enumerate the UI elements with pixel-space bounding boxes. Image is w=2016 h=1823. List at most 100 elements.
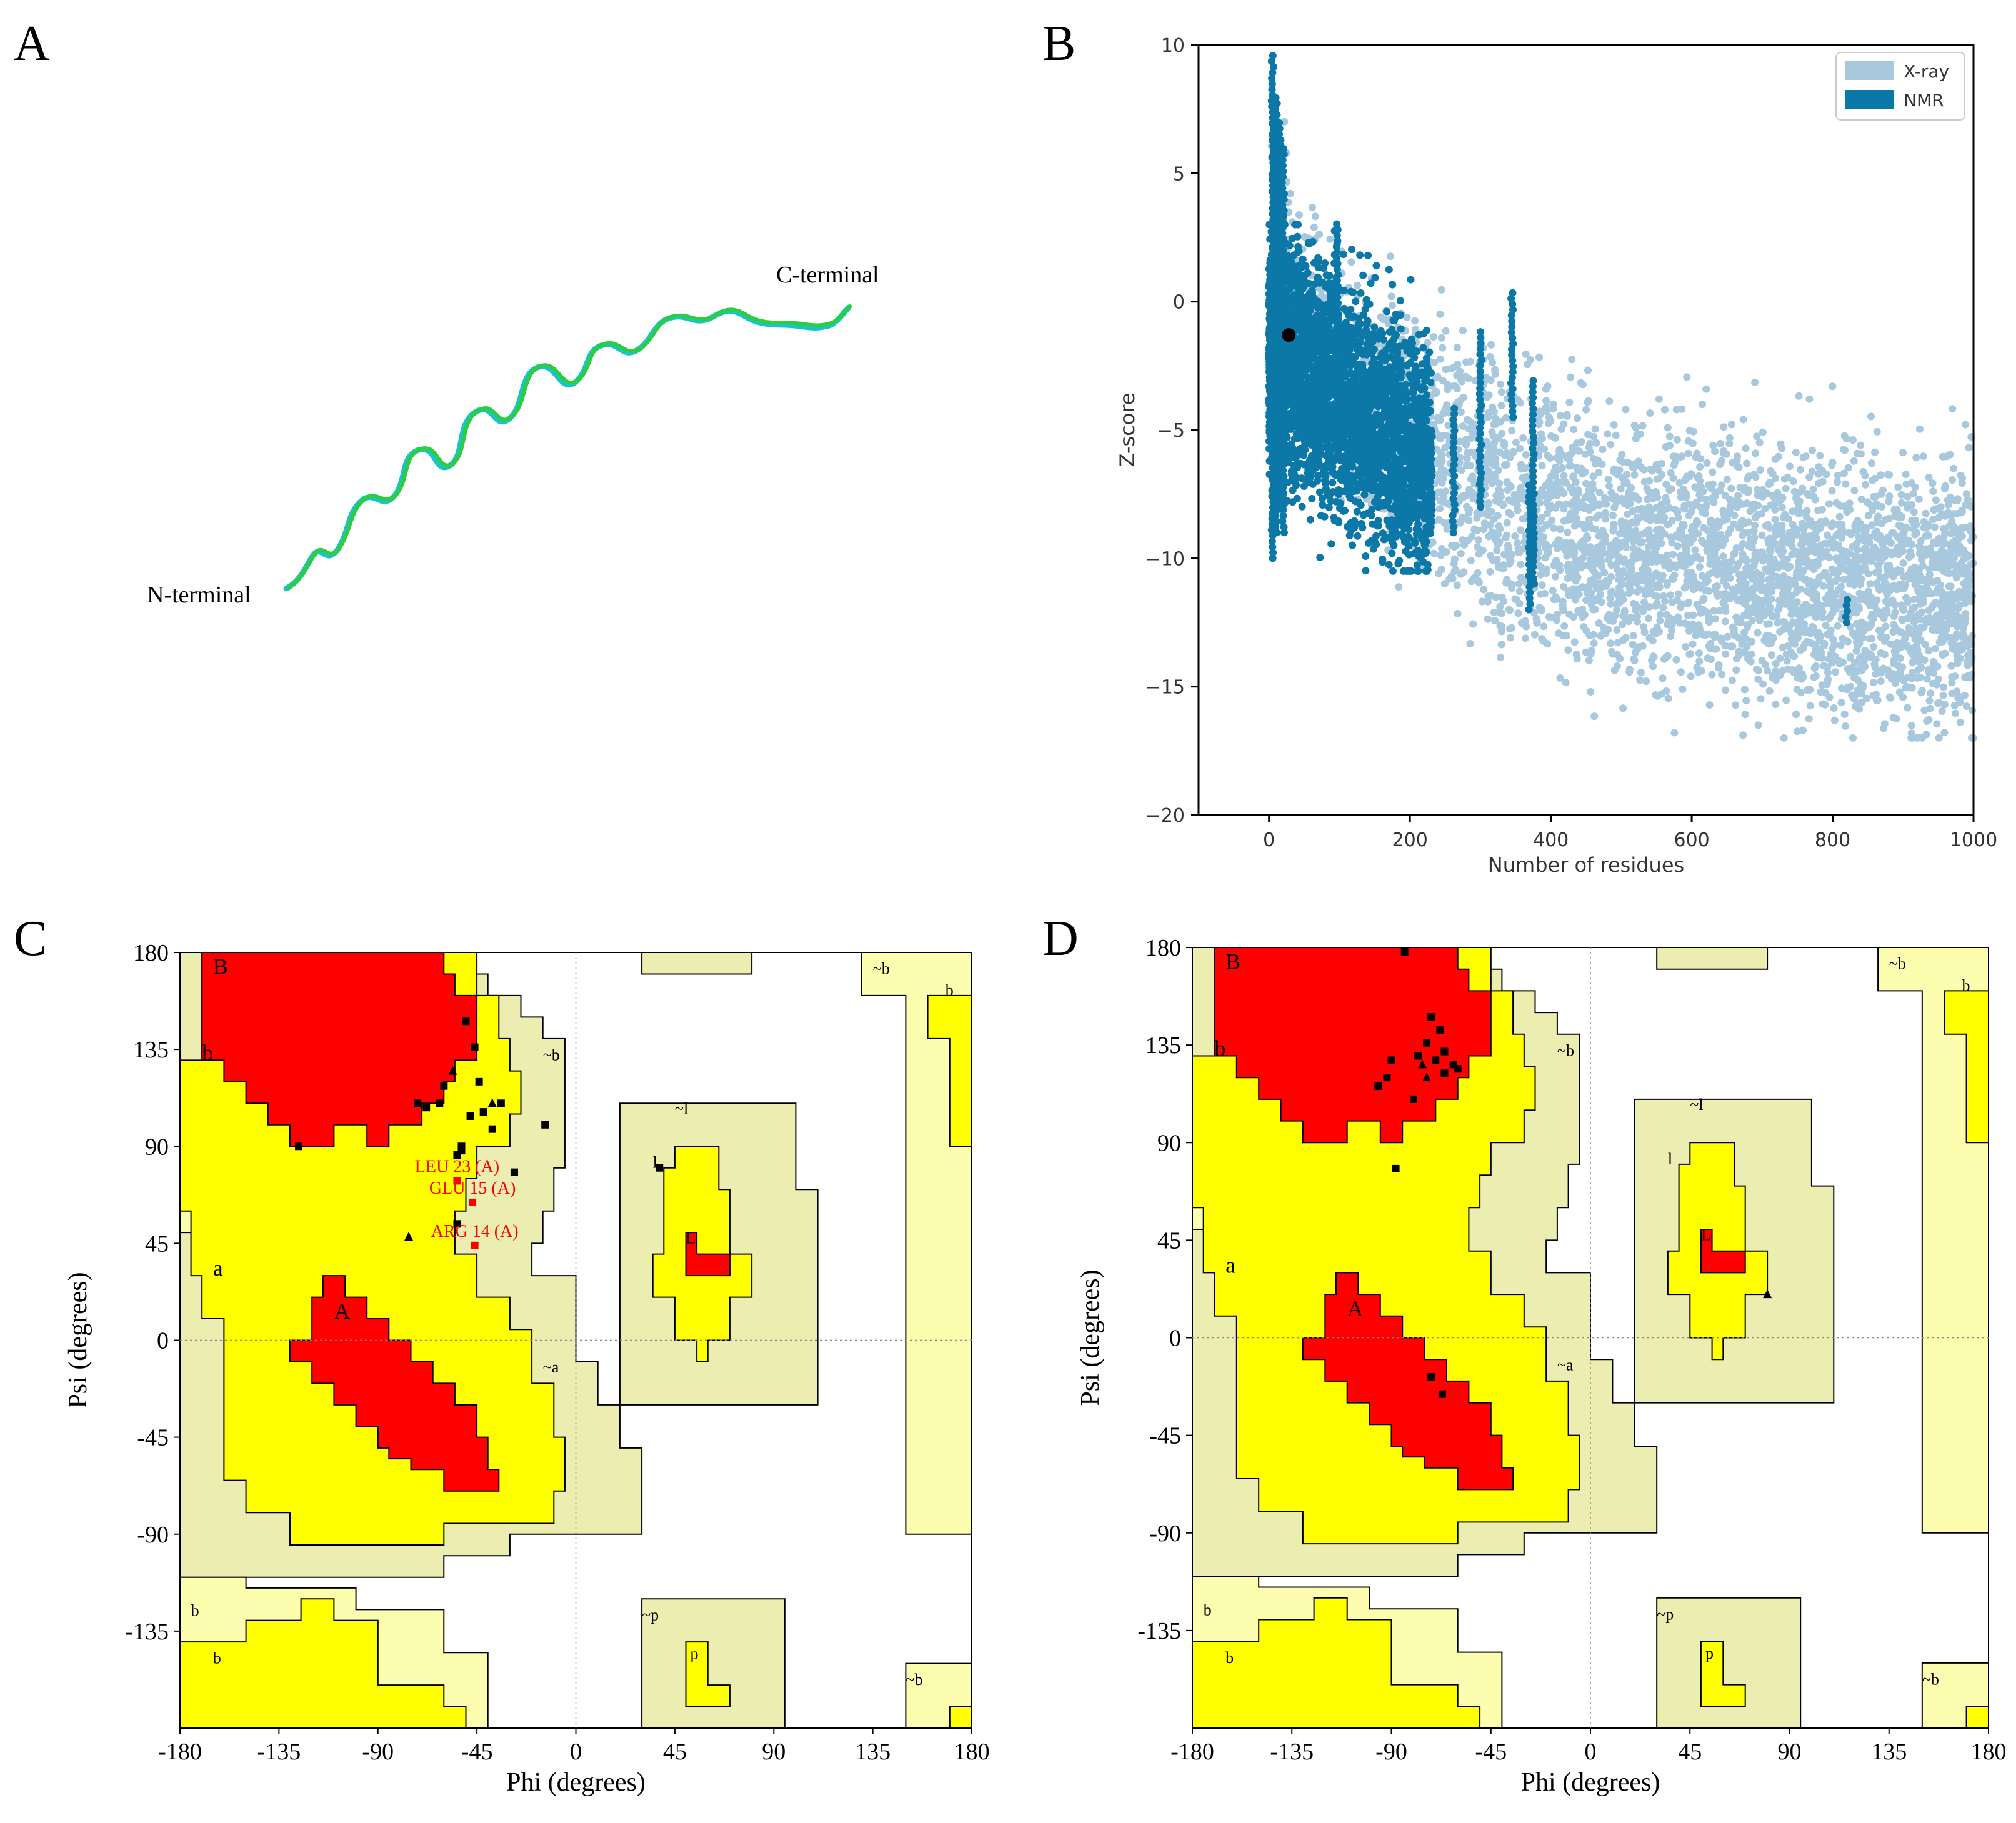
- rama-ytick-label: -90: [1149, 1521, 1181, 1547]
- rama-generous-region-left: [179, 952, 643, 1578]
- plot-b-xtick-label: 600: [1674, 829, 1709, 851]
- rama-allowed-region-b-bottom: [1192, 1597, 1481, 1729]
- rama-generous-region-left: [1192, 947, 1658, 1577]
- rama-region-label: ~b: [1922, 1671, 1939, 1689]
- nmr-points: [1265, 52, 1852, 626]
- rama-xtick-label: -90: [362, 1739, 394, 1765]
- ribbon-strand-cyan: [283, 304, 852, 592]
- plot-b-xtick-label: 1000: [1950, 829, 1997, 851]
- rama-region-label: L: [1701, 1226, 1711, 1244]
- rama-allowed-region-b-bottom: [179, 1598, 467, 1729]
- plot-b-legend: X-ray NMR: [1835, 52, 1965, 121]
- plot-b-ticks: 0 200 400 600 800 1000 10 5 0 −5 −10 −15 −20: [1145, 35, 1997, 851]
- rama-residue-point: [440, 1082, 448, 1090]
- rama-region-label: b: [1225, 1649, 1234, 1667]
- ribbon-strand-green: [287, 304, 852, 589]
- rama-generous-p-region: [1656, 1597, 1802, 1729]
- rama-ytick-label: -90: [137, 1522, 169, 1548]
- rama-residue-point: [1418, 1059, 1427, 1069]
- rama-residue-point: [1392, 1164, 1400, 1172]
- rama-residue-point: [1383, 1074, 1391, 1082]
- rama-core-region-L: [685, 1232, 731, 1277]
- rama-residue-point: [1436, 1026, 1444, 1034]
- rama-residue-point: [1440, 1047, 1449, 1056]
- rama-outlier-label: ARG 14 (A): [431, 1222, 519, 1241]
- rama-region-label: b: [202, 1040, 213, 1065]
- rama-xtick-label: -135: [257, 1739, 301, 1765]
- rama-outlier-label: LEU 23 (A): [415, 1157, 499, 1176]
- plot-b-ytick-label: −15: [1145, 677, 1185, 699]
- plot-b-xtick-label: 200: [1392, 829, 1428, 851]
- n-terminal-label: N-terminal: [147, 582, 251, 608]
- rama-residue-point: [471, 1043, 479, 1051]
- rama-generous-top-strip: [1656, 947, 1769, 970]
- rama-region-label: A: [334, 1299, 350, 1324]
- rama-core-region-A: [289, 1275, 500, 1492]
- rama-frame: [1192, 947, 1989, 1729]
- peptide-ribbon: [283, 304, 852, 592]
- legend-box: [1835, 52, 1965, 121]
- plot-b-ytick-label: 10: [1161, 35, 1185, 57]
- rama-ytick-label: -45: [1149, 1423, 1181, 1449]
- rama-ytick-label: 180: [1145, 935, 1181, 961]
- rama-region-label: b: [1962, 976, 1970, 994]
- query-structure-point: [1282, 328, 1296, 342]
- rama-region-label: b: [946, 981, 954, 999]
- rama-generous-region-bottom: [1192, 1576, 1503, 1729]
- rama-xtick-label: 90: [1778, 1739, 1802, 1765]
- plot-b-ylabel: Z-score: [1115, 393, 1139, 467]
- rama-residue-point: [436, 1099, 444, 1107]
- rama-residue-point: [497, 1099, 505, 1107]
- rama-ytick-label: 90: [1157, 1130, 1181, 1156]
- rama-region-label: ~l: [1690, 1096, 1703, 1114]
- rama-core-region-B: [1214, 947, 1492, 1144]
- rama-residue-point: [466, 1112, 474, 1120]
- rama-residue-point: [1454, 1065, 1462, 1073]
- rama-region-label: l: [1668, 1150, 1672, 1168]
- plot-b-ytick-label: 5: [1173, 163, 1185, 185]
- rama-generous-top-strip: [641, 952, 753, 975]
- rama-outlier-point: [471, 1241, 479, 1249]
- rama-ytick-label: -135: [125, 1619, 169, 1645]
- xray-points: [1265, 117, 1977, 742]
- rama-allowed-b-right-bottom: [1965, 1706, 1989, 1729]
- rama-residue-point: [1427, 1372, 1435, 1381]
- rama-generous-p-region: [641, 1598, 786, 1729]
- rama-residue-point: [475, 1077, 483, 1086]
- rama-residue-point: [414, 1099, 422, 1107]
- rama-residue-point: [1449, 1061, 1457, 1069]
- rama-residue-point: [1409, 1095, 1417, 1103]
- panel-a-letter: A: [14, 16, 50, 71]
- rama-region-label: ~a: [543, 1358, 559, 1376]
- rama-ytick-label: 0: [1169, 1326, 1181, 1352]
- rama-region-label: ~a: [1557, 1356, 1574, 1374]
- rama-region-label: ~l: [675, 1100, 688, 1118]
- rama-residue-point: [457, 1147, 466, 1155]
- legend-swatch-nmr: [1845, 90, 1894, 109]
- rama-region-label: B: [213, 954, 228, 979]
- rama-residue-point: [656, 1164, 664, 1172]
- rama-xtick-label: 45: [663, 1739, 687, 1765]
- plot-b-xtick-label: 0: [1263, 829, 1275, 851]
- rama-xtick-label: 180: [1971, 1739, 2007, 1765]
- rama-residue-point: [422, 1104, 431, 1112]
- rama-residue-point: [1374, 1082, 1382, 1091]
- rama-xlabel: Phi (degrees): [1521, 1768, 1660, 1797]
- rama-residue-point: [1414, 1052, 1422, 1060]
- rama-residue-point: [1432, 1056, 1440, 1064]
- panel-d-letter: D: [1042, 911, 1079, 966]
- rama-region-label: ~p: [642, 1606, 659, 1624]
- rama-ytick-label: 135: [133, 1037, 169, 1063]
- rama-residue-point: [1427, 1013, 1435, 1021]
- rama-xtick-label: -180: [158, 1739, 202, 1765]
- rama-xtick-label: -180: [1170, 1739, 1214, 1765]
- rama-xlabel: Phi (degrees): [506, 1768, 646, 1797]
- rama-residue-point: [488, 1125, 496, 1133]
- rama-generous-l-region: [619, 1102, 819, 1406]
- rama-allowed-b-right: [927, 994, 972, 1147]
- rama-core-region-B: [201, 952, 478, 1147]
- rama-residue-point: [541, 1121, 549, 1129]
- rama-residue-point: [1400, 947, 1409, 956]
